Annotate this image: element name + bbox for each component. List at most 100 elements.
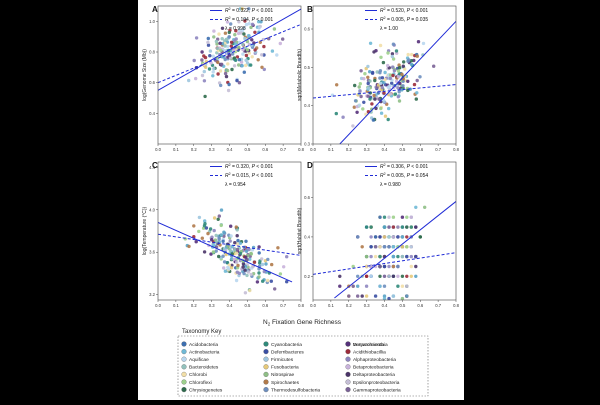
legend-item: Alphaproteobacteria	[345, 356, 396, 363]
data-point	[391, 274, 396, 278]
data-point	[353, 99, 358, 103]
figure: N2 Fixation Gene Richness Taxonomy Key A…	[138, 0, 464, 400]
data-point	[409, 264, 413, 269]
legend-label: Actinobacteria	[189, 349, 220, 355]
data-point	[387, 245, 391, 249]
data-point	[257, 251, 261, 255]
data-point	[415, 54, 419, 58]
data-point	[197, 229, 201, 234]
data-point	[235, 78, 239, 83]
x-tick-label: 0.7	[435, 303, 441, 308]
panel-letter: D	[307, 161, 313, 170]
data-point	[275, 53, 279, 57]
data-point	[391, 65, 395, 69]
data-point	[397, 90, 401, 94]
data-point	[405, 284, 409, 288]
x-tick-label: 0.4	[227, 147, 233, 152]
data-point	[407, 58, 411, 62]
stat-solid: R2 = 0.306, P < 0.001	[380, 163, 428, 170]
data-point	[223, 71, 228, 76]
data-point	[396, 254, 400, 259]
data-point	[359, 69, 363, 73]
legend-swatch	[263, 379, 269, 385]
data-point	[269, 279, 273, 283]
data-point	[244, 58, 248, 62]
data-point	[281, 37, 285, 41]
legend-box	[177, 335, 429, 397]
data-point	[219, 48, 223, 52]
data-point	[229, 22, 233, 26]
legend-label: Deltaproteobacteria	[353, 372, 395, 378]
legend-swatch	[181, 371, 187, 377]
y-axis-label: sqrt(Habitat Breadth)	[297, 207, 303, 254]
data-point	[214, 233, 218, 238]
data-point	[432, 64, 436, 68]
legend-swatch	[181, 356, 187, 362]
data-point	[217, 32, 221, 36]
data-point	[227, 30, 231, 35]
data-point	[414, 97, 418, 101]
data-point	[400, 88, 404, 92]
data-point	[423, 205, 427, 209]
data-point	[247, 247, 251, 252]
y-tick-label: 0.6	[149, 80, 155, 85]
data-point	[373, 97, 377, 101]
data-point	[242, 271, 246, 276]
data-point	[382, 296, 387, 300]
data-point	[368, 79, 372, 83]
data-point	[225, 68, 230, 73]
stat-dashed: R2 = 0.015, P < 0.001	[225, 172, 273, 179]
data-point	[234, 278, 239, 283]
y-tick-label: 3.6	[149, 250, 155, 255]
data-point	[237, 20, 241, 24]
data-point	[242, 70, 246, 74]
data-point	[369, 274, 373, 278]
data-point	[364, 294, 369, 298]
data-point	[409, 215, 413, 219]
data-point	[338, 274, 342, 278]
data-point	[200, 236, 204, 240]
data-point	[373, 254, 378, 259]
data-point	[187, 78, 191, 83]
data-point	[378, 254, 382, 259]
x-tick-label: 0.5	[244, 303, 250, 308]
data-point	[206, 40, 210, 45]
data-point	[363, 72, 367, 76]
data-point	[383, 114, 388, 118]
stat-solid: R2 = 0.322, P < 0.001	[225, 7, 273, 14]
data-point	[200, 50, 204, 54]
legend-swatch	[181, 349, 187, 355]
legend-item: Gammaproteobacteria	[345, 387, 401, 393]
x-tick-label: 0.1	[173, 147, 179, 152]
data-point	[241, 265, 245, 269]
data-point	[236, 31, 241, 36]
legend-swatch	[181, 387, 187, 393]
data-point	[220, 26, 225, 30]
data-point	[378, 71, 382, 75]
data-point	[409, 59, 414, 63]
panel-letter: B	[307, 5, 313, 14]
data-point	[400, 225, 405, 229]
data-point	[391, 215, 396, 219]
x-tick-label: 0.4	[227, 303, 233, 308]
x-tick-label: 0.6	[417, 303, 423, 308]
data-point	[394, 79, 399, 84]
data-point	[372, 50, 376, 54]
data-point	[202, 69, 206, 74]
data-point	[212, 67, 216, 71]
data-point	[241, 262, 246, 266]
x-tick-label: 0.1	[173, 303, 179, 308]
x-tick-label: 0.0	[310, 303, 316, 308]
x-tick-label: 0.2	[346, 147, 352, 152]
data-point	[362, 77, 366, 81]
data-point	[405, 235, 409, 239]
data-point	[405, 245, 409, 249]
legend-item: Epsilonproteobacteria	[345, 379, 400, 386]
legend-swatch	[263, 364, 269, 370]
data-point	[396, 95, 400, 99]
data-point	[257, 245, 261, 249]
data-point	[212, 29, 216, 33]
data-point	[382, 235, 387, 239]
data-point	[247, 7, 251, 11]
